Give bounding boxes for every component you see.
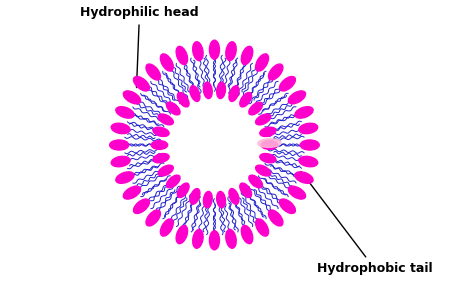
- Ellipse shape: [241, 225, 253, 244]
- Ellipse shape: [256, 54, 269, 71]
- Ellipse shape: [256, 219, 269, 236]
- Ellipse shape: [226, 42, 236, 61]
- Ellipse shape: [288, 186, 306, 199]
- Ellipse shape: [158, 114, 173, 125]
- Ellipse shape: [241, 46, 253, 65]
- Ellipse shape: [229, 86, 239, 101]
- Ellipse shape: [177, 183, 189, 197]
- Ellipse shape: [256, 165, 271, 176]
- Ellipse shape: [216, 191, 225, 208]
- Ellipse shape: [216, 82, 225, 99]
- Ellipse shape: [111, 156, 130, 167]
- Ellipse shape: [295, 107, 313, 118]
- Ellipse shape: [166, 175, 180, 188]
- Ellipse shape: [153, 153, 169, 163]
- Ellipse shape: [249, 175, 262, 188]
- Ellipse shape: [279, 199, 295, 213]
- Ellipse shape: [300, 140, 319, 150]
- Ellipse shape: [258, 139, 281, 147]
- Ellipse shape: [240, 93, 252, 107]
- Text: Hydrophilic head: Hydrophilic head: [80, 6, 199, 88]
- Ellipse shape: [110, 140, 129, 150]
- Ellipse shape: [146, 210, 161, 226]
- Ellipse shape: [299, 156, 318, 167]
- Ellipse shape: [153, 127, 169, 137]
- Ellipse shape: [193, 42, 203, 61]
- Ellipse shape: [123, 91, 140, 104]
- Ellipse shape: [190, 86, 200, 101]
- Ellipse shape: [256, 114, 271, 125]
- Ellipse shape: [240, 183, 252, 197]
- Ellipse shape: [249, 102, 262, 115]
- Ellipse shape: [260, 127, 276, 137]
- Ellipse shape: [151, 141, 168, 149]
- Ellipse shape: [269, 210, 283, 226]
- Ellipse shape: [123, 186, 140, 199]
- Ellipse shape: [209, 40, 220, 59]
- Ellipse shape: [288, 91, 306, 104]
- Ellipse shape: [203, 191, 212, 208]
- Ellipse shape: [160, 219, 173, 236]
- Ellipse shape: [203, 82, 212, 99]
- Ellipse shape: [111, 123, 130, 134]
- Ellipse shape: [177, 93, 189, 107]
- Ellipse shape: [269, 64, 283, 80]
- Ellipse shape: [299, 123, 318, 134]
- Ellipse shape: [190, 188, 200, 204]
- Ellipse shape: [279, 77, 295, 91]
- Ellipse shape: [146, 64, 161, 80]
- Ellipse shape: [116, 107, 134, 118]
- Ellipse shape: [176, 46, 188, 65]
- Text: Hydrophobic tail: Hydrophobic tail: [301, 171, 432, 275]
- Ellipse shape: [261, 141, 278, 149]
- Ellipse shape: [116, 172, 134, 183]
- Ellipse shape: [193, 229, 203, 248]
- Ellipse shape: [134, 199, 149, 213]
- Ellipse shape: [209, 231, 220, 250]
- Ellipse shape: [166, 102, 180, 115]
- Ellipse shape: [295, 172, 313, 183]
- Ellipse shape: [260, 153, 276, 163]
- Ellipse shape: [226, 229, 236, 248]
- Ellipse shape: [160, 54, 173, 71]
- Ellipse shape: [158, 165, 173, 176]
- Ellipse shape: [176, 225, 188, 244]
- Ellipse shape: [134, 77, 149, 91]
- Ellipse shape: [229, 188, 239, 204]
